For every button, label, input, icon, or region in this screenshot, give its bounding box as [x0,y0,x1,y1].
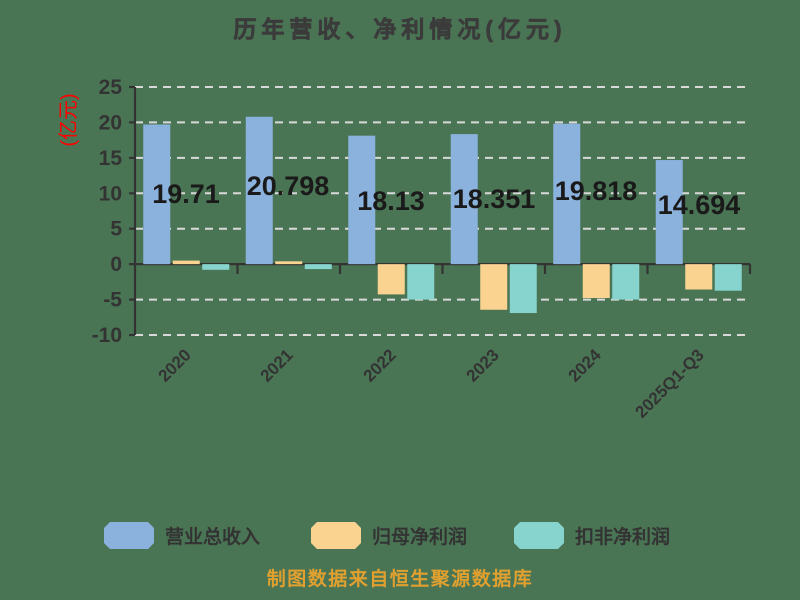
svg-text:营业总收入: 营业总收入 [165,525,260,548]
svg-text:-10: -10 [92,324,122,347]
svg-text:19.71: 19.71 [152,179,220,209]
svg-text:2020: 2020 [155,345,195,385]
svg-text:20: 20 [99,111,122,134]
svg-text:5: 5 [110,218,122,241]
svg-text:扣非净利润: 扣非净利润 [575,525,670,548]
svg-text:2023: 2023 [463,345,503,385]
svg-text:18.351: 18.351 [453,184,536,214]
svg-text:10: 10 [99,182,122,205]
svg-text:归母净利润: 归母净利润 [372,525,467,548]
svg-text:15: 15 [99,147,123,170]
svg-text:0: 0 [110,253,122,276]
svg-text:19.818: 19.818 [555,176,638,206]
svg-text:20.798: 20.798 [247,171,330,201]
svg-text:18.13: 18.13 [357,186,425,216]
svg-text:14.694: 14.694 [658,190,741,220]
svg-text:-5: -5 [103,289,122,312]
svg-text:2024: 2024 [565,345,606,386]
svg-text:2021: 2021 [257,345,297,385]
svg-text:25: 25 [99,76,123,99]
svg-text:2022: 2022 [360,345,400,385]
svg-text:2025Q1-Q3: 2025Q1-Q3 [632,345,708,421]
svg-text:(亿元): (亿元) [57,93,80,146]
svg-text:制图数据来自恒生聚源数据库: 制图数据来自恒生聚源数据库 [267,567,534,590]
